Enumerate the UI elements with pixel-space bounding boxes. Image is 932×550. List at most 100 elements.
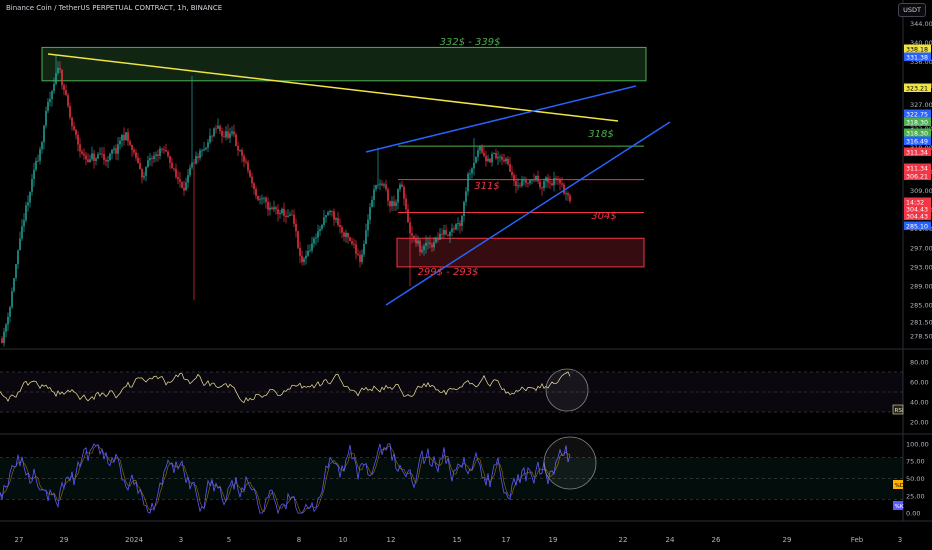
candle-body [283,208,285,216]
time-tick-label: 22 [619,536,628,544]
candle-body [181,181,183,188]
candle-body [235,134,237,147]
price-tag-label: 304.43 [906,213,928,220]
candle-body [569,195,571,202]
time-tick-label: 12 [387,536,396,544]
candle-body [469,173,471,175]
grid-lines [0,0,932,522]
candle-body [237,146,239,151]
time-tick-label: 17 [502,536,511,544]
time-tick-label: 24 [666,536,675,544]
price-tag [904,52,931,61]
candle-body [93,153,95,161]
candle-body [251,176,253,184]
candle-body [25,205,27,221]
candle-body [53,83,55,92]
candle-body [355,244,357,254]
candle-body [111,149,113,154]
candle-body [65,90,67,95]
candle-body [401,184,403,187]
candle-body [317,231,319,238]
candle-body [59,67,61,70]
price-tag [904,221,931,230]
candle-body [1,338,3,344]
candle-body [429,242,431,245]
candle-body [437,237,439,240]
candle-body [511,171,513,176]
price-tick-label: 285.00 [910,302,932,310]
candle-body [103,154,105,160]
candle-body [505,158,507,162]
candle-body [171,162,173,169]
price-tag-label: 318.30 [906,130,928,137]
price-tag-label: 318.30 [906,119,928,126]
candle-body [149,158,151,161]
stoch-tick-label: 75.00 [906,458,925,466]
candle-body [247,162,249,171]
candle-body [339,224,341,228]
candle-body [5,324,7,332]
candle-body [159,148,161,156]
stoch-tick-label: 0.00 [906,510,920,518]
candle-body [29,191,31,203]
candle-body [407,209,409,223]
candle-body [347,232,349,238]
candle-body [325,215,327,218]
candle-body [151,158,153,159]
yellow-trendline [47,53,619,122]
candle-body [267,202,269,210]
candle-body [385,184,387,190]
candle-body [497,157,499,159]
candle-body [51,91,53,100]
candle-body [145,166,147,176]
candle-body [415,238,417,244]
candle-body [113,148,115,150]
candle-body [105,159,107,162]
candle-body [301,255,303,263]
time-tick-label: 5 [227,536,231,544]
candle-body [221,131,223,137]
rsi-badge [892,404,904,415]
price-tag-label: 311.34 [906,149,928,156]
candle-body [423,245,425,250]
candle-body [195,156,197,164]
candle-body [335,218,337,220]
candle-body [161,148,163,150]
time-tick-label: 15 [453,536,462,544]
candle-body [409,222,411,234]
stoch-k-badge [893,501,903,510]
candle-body [525,179,527,183]
candle-body [83,153,85,156]
candle-body [49,99,51,102]
candle-body [279,213,281,215]
candle-body [507,158,509,165]
stoch-d-line [0,444,571,514]
candle-body [559,178,561,184]
candle-body [293,214,295,224]
candle-body [487,158,489,162]
price-zones [41,46,647,268]
candle-body [109,153,111,161]
candle-body [371,199,373,208]
time-tick-label: 2024 [125,536,143,544]
candle-body [425,242,427,246]
candle-body [441,233,443,235]
candle-body [75,129,77,136]
candle-body [209,135,211,143]
candle-body [99,153,101,155]
candle-body [503,159,505,162]
candle-body [349,237,351,242]
trendlines [47,53,671,306]
candle-body [333,211,335,220]
price-tag-label: 338.18 [906,46,928,53]
candle-body [197,156,199,158]
candle-body [121,134,123,141]
currency-button[interactable]: USDT [898,3,926,17]
candle-body [307,250,309,256]
candle-body [321,224,323,229]
candle-body [229,133,231,138]
rsi-tick-label: 40.00 [910,399,929,407]
price-tick-label: 340.00 [910,39,932,47]
candle-body [13,278,15,292]
